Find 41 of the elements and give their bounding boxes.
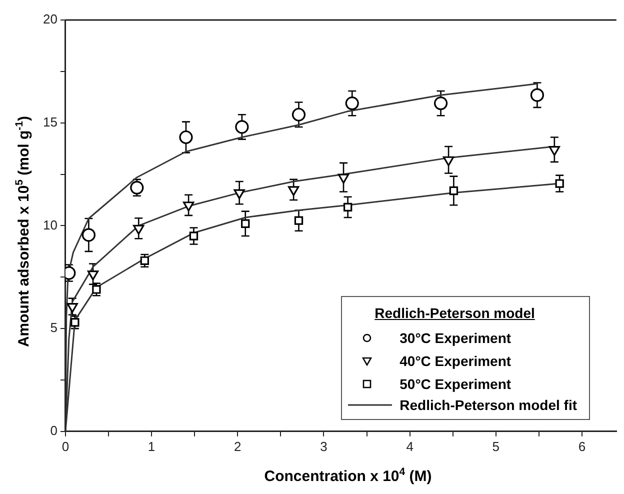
x-tick-label: 6 bbox=[578, 438, 586, 454]
y-tick-label: 20 bbox=[42, 12, 58, 27]
point bbox=[183, 202, 194, 212]
point bbox=[530, 88, 544, 102]
point bbox=[235, 120, 249, 134]
point bbox=[292, 108, 306, 122]
x-tick-label: 5 bbox=[492, 438, 500, 454]
point bbox=[241, 219, 250, 228]
legend-title: Redlich-Peterson model bbox=[374, 305, 536, 321]
y-tick-label: 5 bbox=[50, 320, 58, 336]
x-tick-label: 1 bbox=[148, 438, 156, 454]
point bbox=[234, 189, 245, 200]
y-tick-label: 15 bbox=[42, 114, 58, 130]
point bbox=[179, 130, 193, 144]
point bbox=[434, 96, 448, 110]
point bbox=[345, 96, 359, 110]
x-tick-label: 2 bbox=[234, 438, 242, 454]
point bbox=[288, 186, 300, 196]
x-tick-label: 0 bbox=[62, 438, 70, 454]
point bbox=[338, 174, 350, 184]
point bbox=[294, 216, 304, 225]
legend-label: 50°C Experiment bbox=[400, 376, 512, 392]
y-tick-label: 10 bbox=[42, 217, 58, 232]
y-tick-label: 0 bbox=[50, 422, 58, 438]
legend-label: 40°C Experiment bbox=[400, 352, 512, 368]
point bbox=[442, 156, 454, 166]
point bbox=[548, 146, 560, 156]
x-axis-title: Concentration x 10$^{4}$ (M) bbox=[263, 466, 433, 485]
point bbox=[66, 302, 78, 313]
point bbox=[343, 202, 352, 212]
point bbox=[82, 228, 96, 242]
legend-label: 30°C Experiment bbox=[400, 330, 512, 346]
point bbox=[130, 180, 144, 194]
point bbox=[555, 179, 564, 188]
point bbox=[133, 224, 144, 235]
point bbox=[189, 232, 198, 240]
x-tick-label: 3 bbox=[320, 438, 328, 454]
x-tick-label: 4 bbox=[406, 438, 414, 454]
point bbox=[87, 270, 99, 280]
legend-label: Redlich-Peterson model fit bbox=[400, 397, 577, 413]
point bbox=[449, 186, 458, 196]
